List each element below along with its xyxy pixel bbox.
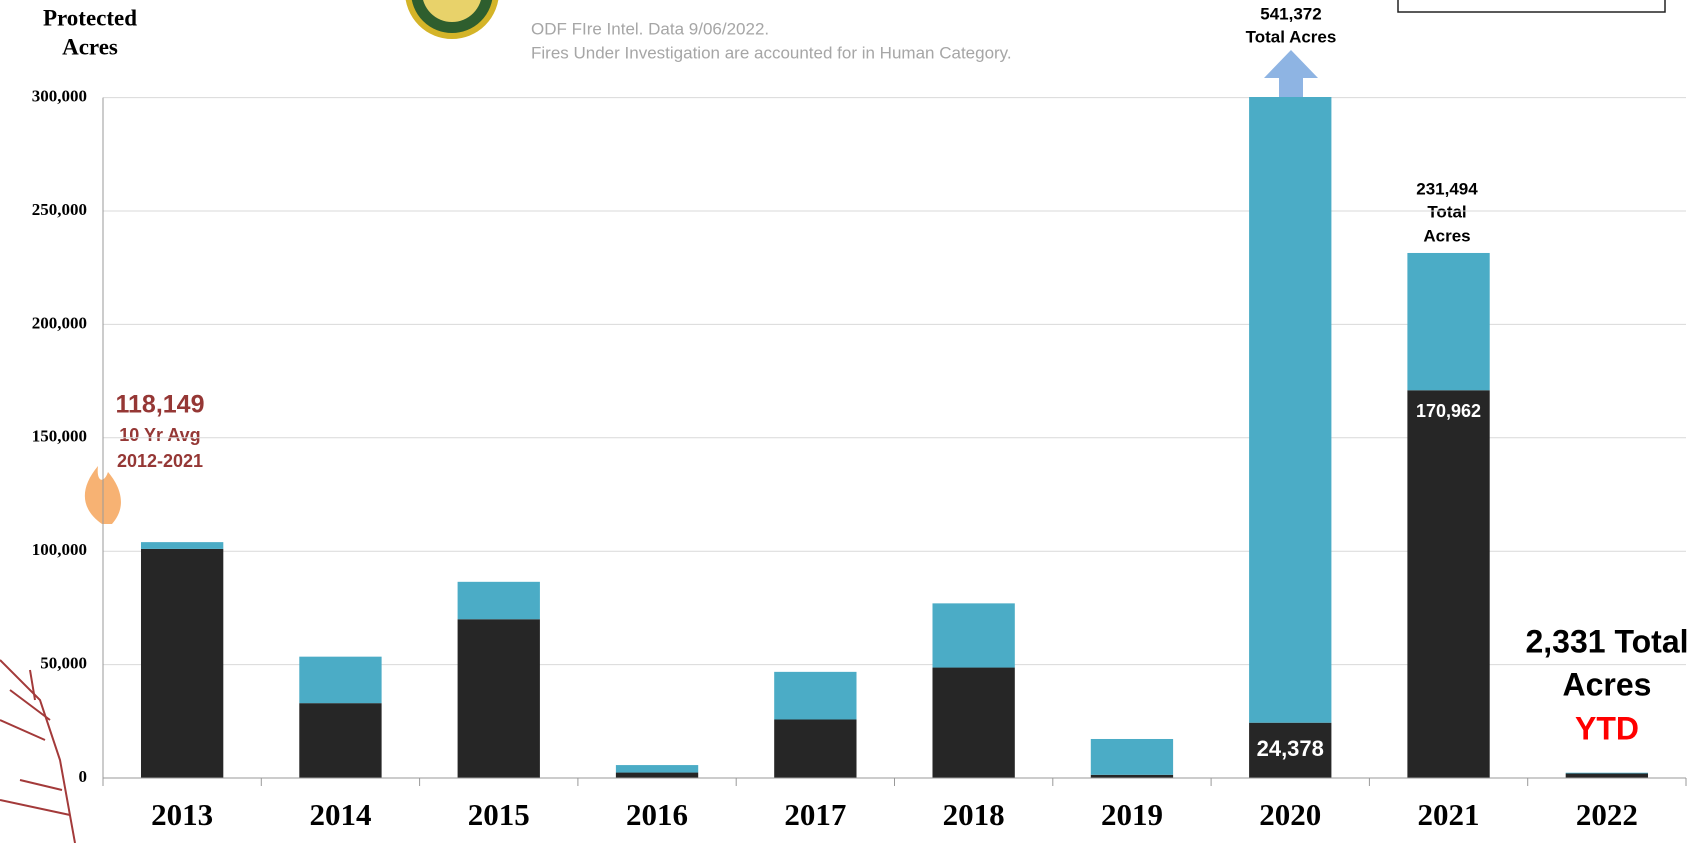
y-tick-label: 100,000 [32,540,87,559]
y-tick-label: 300,000 [32,87,87,106]
y-tick-label: 0 [79,767,88,786]
annotation: YTD [1575,710,1639,746]
bar-segment [774,671,857,720]
bar-segment [932,667,1015,778]
x-tick-label: 2020 [1259,797,1321,832]
x-tick-label: 2017 [784,797,846,832]
bar-segment [1407,390,1490,778]
annotation: 118,149 [116,391,205,419]
annotation: Acres [1563,666,1652,702]
annotation: 2,331 Total [1525,623,1688,659]
x-tick-label: 2016 [626,797,688,832]
legend-box [1397,0,1666,13]
annotation: 10 Yr Avg [119,425,200,445]
bar-segment [1090,774,1174,778]
tree-icon [0,659,76,843]
annotation: 231,494 [1416,179,1478,198]
y-tick-label: 250,000 [32,200,87,219]
overflow-arrow [1264,50,1318,101]
bar-segment [1407,252,1490,391]
bar-segment [1565,773,1649,778]
annotation: Total Acres [1246,27,1337,46]
x-tick-label: 2013 [151,797,213,832]
bar-segment [774,719,857,778]
x-tick-label: 2019 [1101,797,1163,832]
bar-segment [457,619,540,778]
bar-segment [140,542,224,549]
bar-segment [932,603,1015,668]
note: Fires Under Investigation are accounted … [531,43,1012,62]
bar-segment [299,703,382,778]
x-tick-label: 2022 [1576,797,1638,832]
bar-segment [615,772,699,778]
bar-segment [1090,738,1174,775]
annotation: Total [1427,202,1466,221]
y-axis-title: Acres [62,34,118,59]
value-label: 170,962 [1416,401,1481,421]
y-tick-label: 50,000 [40,654,87,673]
y-axis-title: Protected [43,5,137,30]
x-tick-label: 2014 [309,797,371,832]
annotation: 541,372 [1260,4,1321,23]
bar-segment [615,765,699,773]
x-tick-label: 2015 [468,797,530,832]
annotation: Acres [1423,226,1470,245]
annotation: 2012-2021 [117,451,203,471]
note: ODF FIre Intel. Data 9/06/2022. [531,19,769,38]
value-label: 24,378 [1257,736,1324,761]
y-tick-label: 200,000 [32,313,87,332]
y-tick-label: 150,000 [32,427,87,446]
bar-segment [299,656,382,704]
bar-segment [1565,772,1649,774]
x-tick-label: 2018 [943,797,1005,832]
bar-segment [1249,97,1332,723]
bar-segment [1249,722,1332,778]
bars [140,97,1649,778]
bar-segment [140,548,224,778]
x-tick-label: 2021 [1418,797,1480,832]
logo [405,0,499,39]
bar-segment [457,581,540,620]
